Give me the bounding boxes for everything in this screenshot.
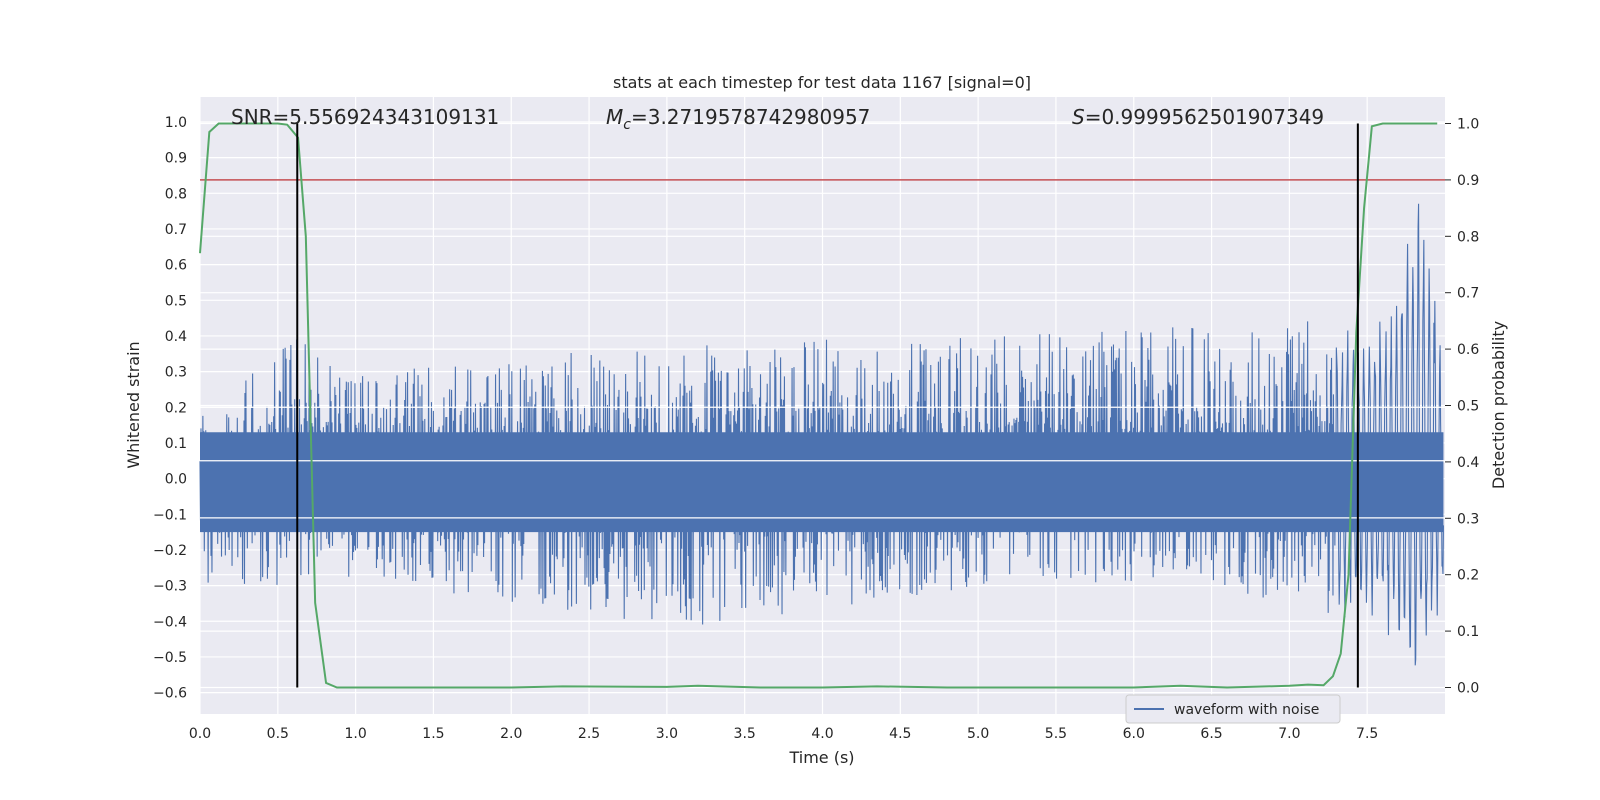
legend: waveform with noise (1125, 694, 1341, 724)
waveform-band (200, 432, 1444, 533)
y2-tick-label: 0.2 (1457, 568, 1479, 584)
chirp-mass-value: =3.2719578742980957 (631, 105, 870, 129)
x-tick-label: 1.0 (344, 726, 366, 742)
chirp-mass-symbol: M (606, 105, 623, 129)
y-tick-label: −0.2 (153, 543, 187, 559)
y-tick-label: −0.3 (153, 579, 187, 595)
y-axis-title: Whitened strain (124, 341, 143, 468)
y-tick-label: 0.8 (165, 186, 187, 202)
y-tick-label: 0.9 (165, 151, 187, 167)
y2-tick-label: 0.0 (1457, 680, 1479, 696)
significance-annotation: S=0.9999562501907349 (1072, 105, 1324, 129)
x-tick-label: 3.0 (656, 726, 678, 742)
x-tick-label: 5.0 (967, 726, 989, 742)
y2-tick-label: 0.7 (1457, 286, 1479, 302)
y2-tick-label: 0.6 (1457, 342, 1479, 358)
legend-label: waveform with noise (1174, 702, 1319, 718)
chart-title: stats at each timestep for test data 116… (613, 73, 1031, 92)
x-tick-label: 2.5 (578, 726, 600, 742)
y2-axis-title: Detection probability (1489, 321, 1508, 489)
y2-tick-label: 0.4 (1457, 455, 1479, 471)
x-tick-label: 6.0 (1123, 726, 1145, 742)
y-tick-label: 0.7 (165, 222, 187, 238)
y2-tick-label: 0.9 (1457, 173, 1479, 189)
y-tick-label: 0.6 (165, 258, 187, 274)
tick-labels: 0.0 0.5 1.0 1.5 2.0 2.5 3.0 3.5 4.0 4.5 5.0 5.5 6.0 6… (153, 115, 1479, 742)
y2-tick-label: 0.8 (1457, 229, 1479, 245)
y-tick-label: −0.1 (153, 507, 187, 523)
x-tick-label: 0.5 (267, 726, 289, 742)
chirp-mass-annotation: Mc=3.2719578742980957 (606, 105, 870, 133)
y-tick-label: −0.4 (153, 614, 187, 630)
y-tick-label: 0.1 (165, 436, 187, 452)
x-tick-label: 1.5 (422, 726, 444, 742)
x-axis-title: Time (s) (788, 748, 854, 767)
x-tick-label: 3.5 (734, 726, 756, 742)
y-tick-label: 0.5 (165, 293, 187, 309)
y-tick-label: 0.3 (165, 365, 187, 381)
x-tick-label: 4.5 (889, 726, 911, 742)
x-tick-label: 7.0 (1278, 726, 1300, 742)
significance-value: =0.9999562501907349 (1085, 105, 1324, 129)
y2-tick-label: 1.0 (1457, 117, 1479, 133)
significance-symbol: S (1072, 105, 1085, 129)
y-tick-label: −0.6 (153, 686, 187, 702)
y-tick-label: 0.4 (165, 329, 187, 345)
x-tick-label: 7.5 (1356, 726, 1378, 742)
chirp-mass-subscript: c (623, 117, 631, 133)
y-tick-label: 0.2 (165, 400, 187, 416)
x-tick-label: 0.0 (189, 726, 211, 742)
y-tick-label: 0.0 (165, 472, 187, 488)
waveform-series (199, 203, 1444, 666)
overlay-lines (199, 122, 1445, 689)
y-tick-label: −0.5 (153, 650, 187, 666)
y2-tick-label: 0.1 (1457, 624, 1479, 640)
x-tick-label: 6.5 (1200, 726, 1222, 742)
legend-box (1125, 694, 1341, 724)
x-tick-label: 4.0 (811, 726, 833, 742)
x-tick-label: 5.5 (1045, 726, 1067, 742)
y-tick-label: 1.0 (165, 115, 187, 131)
y2-tick-label: 0.5 (1457, 399, 1479, 415)
snr-annotation: SNR=5.556924343109131 (231, 105, 499, 129)
y2-tick-label: 0.3 (1457, 511, 1479, 527)
x-tick-label: 2.0 (500, 726, 522, 742)
